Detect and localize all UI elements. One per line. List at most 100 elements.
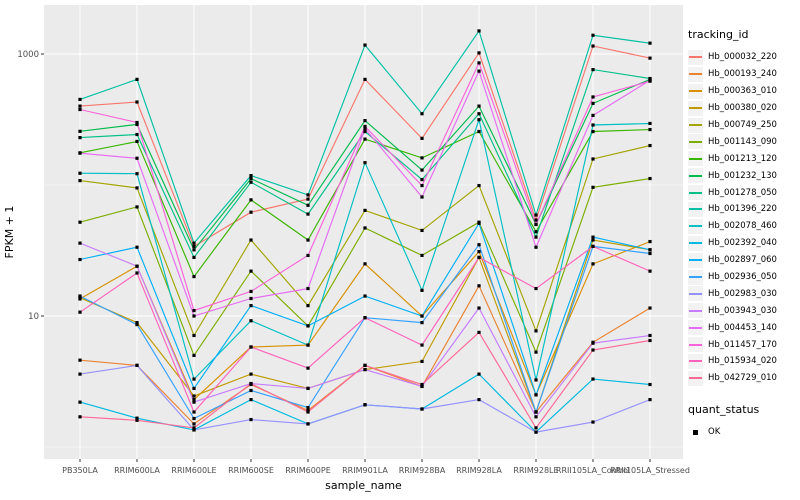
data-point: [648, 248, 652, 252]
legend-entry-label: Hb_015934_020: [708, 356, 777, 367]
filled-square-marker-icon: [693, 430, 698, 435]
x-tick-label: RRII105LA_Stressed: [610, 466, 690, 475]
data-point: [420, 382, 424, 387]
data-point: [306, 238, 310, 242]
data-point: [534, 378, 538, 382]
legend-key-swatch: [688, 320, 703, 336]
data-point: [534, 230, 538, 234]
data-point: [135, 245, 139, 249]
data-point: [591, 113, 595, 117]
data-point: [135, 321, 139, 325]
data-point: [363, 226, 367, 230]
data-point: [363, 294, 367, 298]
legend-key-swatch: [688, 100, 703, 116]
data-point: [591, 341, 595, 345]
legend-entry-label: Hb_001213_120: [708, 153, 777, 164]
data-point: [363, 43, 367, 47]
data-point: [591, 244, 595, 248]
data-point: [306, 366, 310, 370]
legend-key-line: [689, 292, 702, 295]
data-point: [192, 308, 196, 313]
legend-key-line: [689, 309, 702, 312]
data-point: [135, 322, 139, 327]
legend-key-swatch: [688, 353, 703, 369]
data-point: [135, 172, 139, 176]
data-point: [306, 386, 310, 391]
data-point: [534, 393, 538, 397]
data-point: [135, 100, 139, 104]
legend-key-line: [689, 56, 702, 59]
legend-key-swatch: [688, 252, 703, 268]
data-point: [249, 345, 253, 349]
data-point: [249, 296, 253, 301]
legend-key-swatch: [688, 235, 703, 251]
data-point: [648, 79, 652, 83]
data-point: [306, 324, 310, 328]
data-point: [135, 132, 139, 137]
legend-entry-Hb_002078_460: Hb_002078_460: [688, 218, 800, 235]
data-point: [249, 173, 253, 178]
data-point: [420, 384, 424, 389]
legend-key-swatch: [688, 83, 703, 99]
data-point: [249, 417, 253, 422]
data-point: [591, 420, 595, 424]
legend-key-line: [689, 259, 702, 262]
legend-entry-Hb_042729_010: Hb_042729_010: [688, 370, 800, 387]
data-point: [78, 257, 82, 262]
data-point: [249, 180, 253, 184]
data-point: [363, 161, 367, 165]
data-point: [135, 77, 139, 81]
data-point: [477, 255, 481, 260]
data-point: [420, 359, 424, 364]
data-point: [192, 428, 196, 432]
data-point: [420, 168, 424, 172]
legend-entry-label: Hb_000363_010: [708, 86, 777, 97]
legend-title-tracking-id: tracking_id: [688, 28, 749, 41]
legend-entry-label: Hb_001396_220: [708, 204, 777, 215]
legend-entry-label: Hb_001143_090: [708, 136, 777, 147]
data-point: [420, 253, 424, 258]
legend-entry-Hb_004453_140: Hb_004453_140: [688, 319, 800, 336]
data-point: [249, 176, 253, 181]
data-point: [192, 394, 196, 398]
data-point: [249, 289, 253, 294]
data-point: [192, 274, 196, 279]
quant-key-swatch: [688, 425, 703, 440]
legend-entry-Hb_002936_050: Hb_002936_050: [688, 269, 800, 286]
data-point: [192, 422, 196, 426]
legend-key-line: [689, 73, 702, 76]
data-point: [591, 44, 595, 48]
legend-key-swatch: [688, 303, 703, 319]
data-point: [135, 363, 139, 367]
data-point: [648, 143, 652, 148]
data-point: [477, 306, 481, 310]
legend-entry-label: Hb_000193_240: [708, 69, 777, 80]
data-point: [477, 243, 481, 247]
data-point: [534, 350, 538, 354]
legend-entry-label: Hb_003943_030: [708, 305, 777, 316]
data-point: [534, 235, 538, 239]
data-point: [477, 372, 481, 376]
data-point: [192, 241, 196, 245]
data-point: [363, 119, 367, 123]
data-point: [648, 382, 652, 387]
legend-key-line: [689, 191, 702, 194]
data-point: [249, 210, 253, 214]
data-point: [477, 221, 481, 225]
legend-key-line: [689, 276, 702, 279]
data-point: [135, 139, 139, 144]
data-point: [591, 348, 595, 352]
legend-key-line: [689, 242, 702, 245]
legend-key-line: [689, 208, 702, 211]
x-tick-label: RRIM928LE: [513, 466, 558, 475]
data-point: [534, 218, 538, 222]
data-point: [135, 122, 139, 127]
data-point: [648, 338, 652, 343]
legend-entry-Hb_001396_220: Hb_001396_220: [688, 201, 800, 218]
y-tick-label: 10: [28, 312, 39, 322]
data-point: [477, 129, 481, 134]
legend-entry-label: Hb_002392_040: [708, 238, 777, 249]
data-point: [420, 321, 424, 325]
data-point: [192, 386, 196, 391]
data-point: [363, 124, 367, 129]
